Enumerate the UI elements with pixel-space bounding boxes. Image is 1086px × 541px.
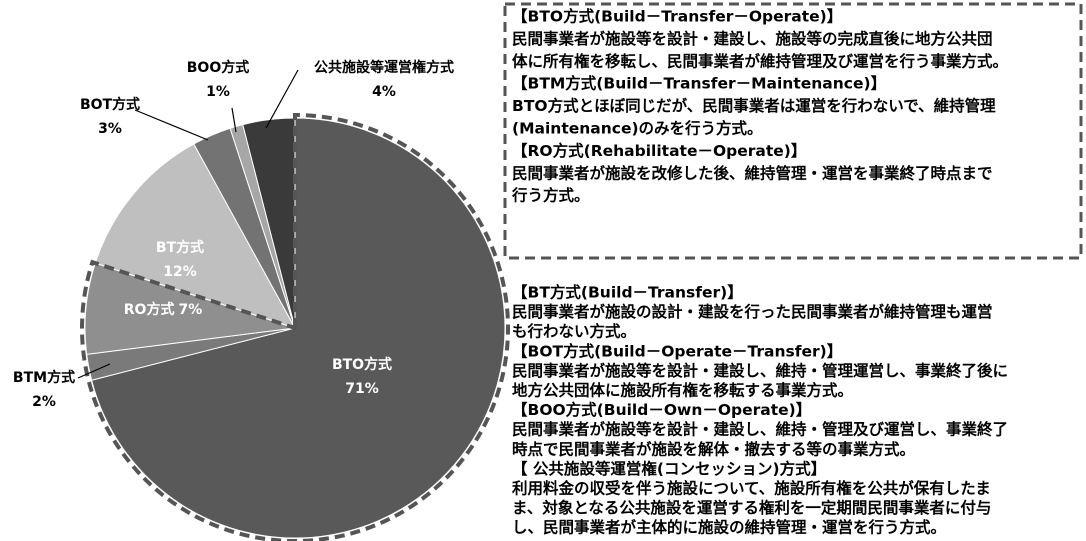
value-label: 71% <box>345 381 379 397</box>
leader-line <box>134 109 209 141</box>
description-text: 利用料金の収受を伴う施設について、施設所有権を公共が保有したま <box>512 479 991 498</box>
description-text: (Maintenance)のみを行う方式。 <box>512 119 763 138</box>
group-outline <box>80 112 510 541</box>
category-label: BT方式 <box>156 239 204 256</box>
description-text: 民間事業者が施設の設計・建設を行った民間事業者が維持管理も運営 <box>512 302 993 321</box>
description-heading: 【BTM方式(Build－Transfer－Maintenance)】 <box>512 74 886 93</box>
category-label: BOT方式 <box>80 96 140 113</box>
value-label: 2% <box>32 394 56 410</box>
value-label: 12% <box>163 264 197 280</box>
description-text: し、民間事業者が主体的に施設の維持管理・運営を行う方式。 <box>512 518 946 537</box>
description-text: BTO方式とほぼ同じだが、民間事業者は運営を行わないで、維持管理 <box>512 96 996 115</box>
description-heading: 【 公共施設等運営権(コンセッション)方式】 <box>512 459 826 478</box>
category-label: 公共施設等運営権方式 <box>314 59 454 76</box>
description-text: 時点で民間事業者が施設を解体・撤去する等の事業方式。 <box>512 439 915 458</box>
description-text: 地方公共団体に施設所有権を移転する事業方式。 <box>512 381 853 400</box>
leader-line <box>77 363 111 379</box>
description-text: ま、対象となる公共施設を運営する権利を一定期間民間事業者に付与 <box>512 498 991 517</box>
leader-line <box>265 69 299 129</box>
leader-line <box>231 107 237 133</box>
description-heading: 【BTO方式(Build－Transfer－Operate)】 <box>512 7 842 26</box>
value-label: 1% <box>206 84 230 100</box>
value-label: 4% <box>372 84 396 100</box>
description-text: 民間事業者が施設等を設計・建設し、維持・管理及び運営し、事業終了 <box>512 420 1008 439</box>
value-label: 3% <box>98 121 122 137</box>
description-text: 民間事業者が施設等を設計・建設し、施設等の完成直後に地方公共団 <box>512 29 993 48</box>
description-heading: 【RO方式(Rehabilitate－Operate)】 <box>512 141 806 160</box>
description-text: 民間事業者が施設を改修した後、維持管理・運営を事業終了時点まで <box>512 163 993 182</box>
pie-slice <box>90 117 506 539</box>
category-label: RO方式 <box>124 301 175 318</box>
category-label: BTO方式 <box>332 356 392 373</box>
pie-slice <box>94 143 297 329</box>
description-heading: 【BOO方式(Build－Own－Operate)】 <box>512 400 811 419</box>
description-heading: 【BT方式(Build－Transfer)】 <box>512 283 743 302</box>
description-text: も行わない方式。 <box>512 322 636 341</box>
description-text: 体に所有権を移転し、民間事業者が維持管理及び運営を行う事業方式。 <box>512 51 1008 70</box>
description-heading: 【BOT方式(Build－Operate－Transfer)】 <box>512 341 842 360</box>
description-box <box>503 2 1083 260</box>
category-label: BOO方式 <box>187 59 249 76</box>
category-label: BTM方式 <box>13 369 75 386</box>
description-text: 行う方式。 <box>511 186 590 205</box>
slice-label: RO方式 7% <box>124 301 202 318</box>
description-text: 民間事業者が施設等を設計・建設し、維持・管理運営し、事業終了後に <box>512 361 1008 380</box>
value-label: 7% <box>178 302 202 318</box>
